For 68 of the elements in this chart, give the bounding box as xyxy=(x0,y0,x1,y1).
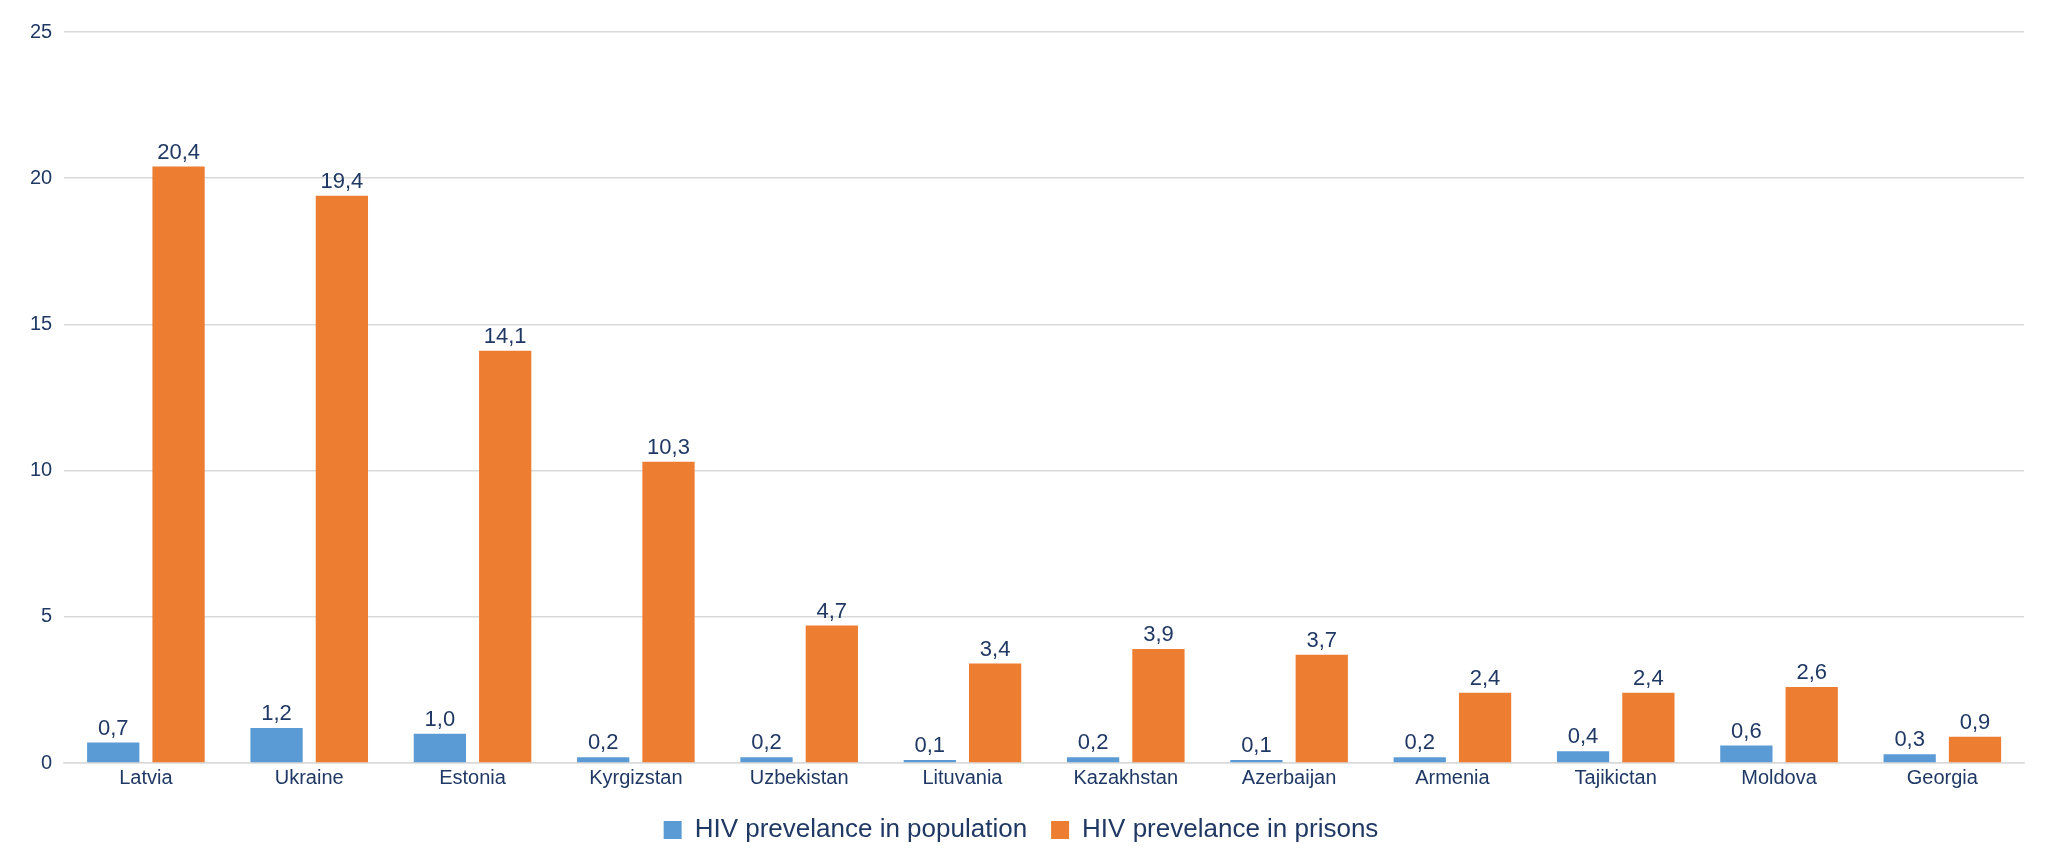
x-tick-label: Kyrgizstan xyxy=(589,765,683,788)
y-tick-label: 5 xyxy=(41,604,53,627)
y-tick-label: 0 xyxy=(41,750,53,773)
bar xyxy=(642,461,695,763)
bar xyxy=(1458,692,1512,763)
bar xyxy=(87,742,140,763)
data-label: 0,4 xyxy=(1567,723,1599,749)
bar xyxy=(1720,745,1773,763)
x-tick-label: Latvia xyxy=(119,765,174,788)
legend-label: HIV prevelance in prisons xyxy=(1082,813,1379,844)
x-tick-label: Estonia xyxy=(439,765,507,788)
data-label: 4,7 xyxy=(816,597,848,623)
data-label: 1,0 xyxy=(424,705,456,731)
bar xyxy=(1883,754,1936,763)
x-tick-label: Lituvania xyxy=(922,765,1004,788)
data-label: 0,6 xyxy=(1731,717,1762,743)
y-tick-label: 25 xyxy=(30,19,53,42)
bar xyxy=(740,757,793,763)
bar xyxy=(250,727,303,763)
bar xyxy=(315,195,369,763)
y-tick-label: 10 xyxy=(30,458,53,481)
data-label: 14,1 xyxy=(483,322,527,348)
data-label: 0,3 xyxy=(1894,726,1925,752)
x-tick-label: Ukraine xyxy=(274,765,344,788)
data-label: 0,1 xyxy=(914,732,946,758)
bar xyxy=(805,625,858,763)
bar xyxy=(1948,736,2002,763)
bar xyxy=(1230,760,1283,763)
data-label: 19,4 xyxy=(320,167,364,193)
data-label: 0,7 xyxy=(97,714,129,740)
bar xyxy=(1622,692,1675,763)
bar xyxy=(413,733,466,763)
bar xyxy=(577,757,630,763)
data-label: 0,2 xyxy=(1404,729,1436,755)
bar xyxy=(969,663,1022,763)
x-tick-label: Georgia xyxy=(1906,765,1979,788)
data-label: 3,4 xyxy=(979,635,1011,661)
x-tick-label: Moldova xyxy=(1741,765,1818,788)
data-label: 0,9 xyxy=(1959,708,1991,734)
bar xyxy=(1132,648,1185,763)
data-label: 2,4 xyxy=(1469,664,1501,690)
x-tick-label: Uzbekistan xyxy=(749,765,849,788)
bar xyxy=(1785,686,1838,763)
x-tick-label: Tajikictan xyxy=(1574,765,1657,788)
data-label: 0,2 xyxy=(587,729,619,755)
legend-label: HIV prevelance in population xyxy=(694,813,1028,844)
data-label: 20,4 xyxy=(157,138,200,164)
y-tick-label: 15 xyxy=(30,311,53,334)
data-label: 3,9 xyxy=(1143,621,1174,647)
bar xyxy=(152,166,205,763)
data-label: 2,6 xyxy=(1796,659,1827,685)
data-label: 0,2 xyxy=(751,729,782,755)
x-tick-label: Kazakhstan xyxy=(1073,765,1179,788)
data-label: 3,7 xyxy=(1306,626,1338,652)
data-label: 0,1 xyxy=(1241,732,1272,758)
bar xyxy=(1556,751,1610,763)
bar xyxy=(1295,654,1348,763)
bar xyxy=(1393,757,1446,763)
x-tick-label: Azerbaijan xyxy=(1241,765,1337,788)
y-tick-label: 20 xyxy=(30,165,53,188)
bar xyxy=(903,760,956,763)
bar xyxy=(479,350,532,763)
x-tick-label: Armenia xyxy=(1415,765,1491,788)
bar xyxy=(1066,757,1120,763)
data-label: 1,2 xyxy=(261,699,292,725)
data-label: 2,4 xyxy=(1633,664,1664,690)
data-label: 0,2 xyxy=(1077,729,1109,755)
data-label: 10,3 xyxy=(647,433,690,459)
